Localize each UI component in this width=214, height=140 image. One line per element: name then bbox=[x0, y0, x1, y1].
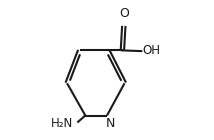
Text: O: O bbox=[119, 7, 129, 20]
Text: H₂N: H₂N bbox=[51, 117, 73, 130]
Text: OH: OH bbox=[143, 44, 161, 57]
Text: N: N bbox=[106, 117, 115, 130]
